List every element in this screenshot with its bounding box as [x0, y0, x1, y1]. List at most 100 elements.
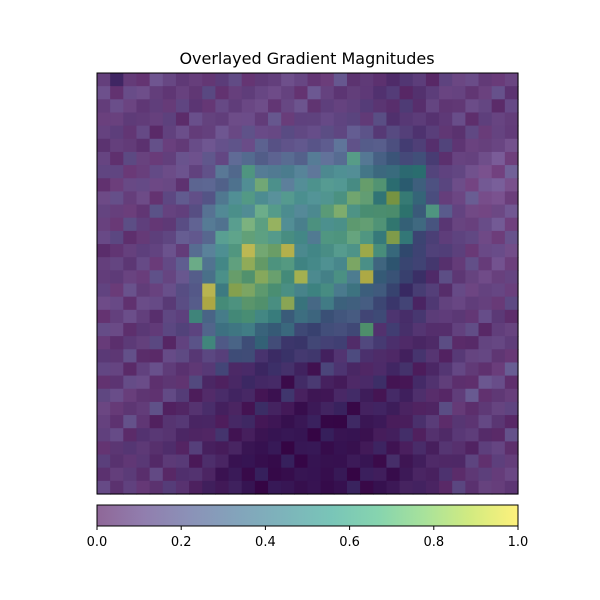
heatmap-cell — [162, 151, 177, 166]
heatmap-cell — [136, 336, 151, 350]
heatmap-cell — [162, 362, 177, 377]
heatmap-cell — [333, 138, 348, 153]
heatmap-cell — [425, 480, 440, 495]
heatmap-cell — [97, 283, 111, 298]
heatmap-cell — [360, 415, 374, 429]
heatmap-cell — [504, 467, 519, 482]
heatmap-cell — [254, 467, 269, 482]
heatmap-cell — [189, 138, 203, 153]
heatmap-cell — [162, 388, 177, 403]
heatmap-cell — [465, 467, 480, 482]
heatmap-cell — [149, 191, 164, 206]
heatmap-cell — [307, 296, 322, 311]
heatmap-cell — [373, 401, 388, 416]
heatmap-cell — [241, 217, 256, 232]
heatmap-cell — [504, 283, 519, 298]
heatmap-cell — [215, 151, 230, 166]
heatmap-cell — [175, 388, 190, 403]
heatmap-cell — [97, 322, 111, 337]
heatmap-cell — [136, 257, 151, 271]
heatmap-cell — [254, 270, 269, 285]
heatmap-cell — [110, 151, 124, 166]
heatmap-cell — [399, 257, 414, 271]
heatmap-cell — [149, 165, 164, 179]
heatmap-cell — [425, 138, 440, 153]
heatmap-cell — [189, 309, 203, 324]
heatmap-cell — [425, 336, 440, 350]
heatmap-cell — [412, 480, 427, 495]
heatmap-cell — [254, 204, 269, 219]
heatmap-cell — [136, 480, 151, 495]
heatmap-cell — [399, 401, 414, 416]
heatmap-cell — [215, 441, 230, 456]
heatmap-cell — [97, 336, 111, 350]
heatmap-cell — [254, 336, 269, 350]
heatmap-cell — [110, 296, 124, 311]
heatmap-cell — [491, 191, 506, 206]
heatmap-cell — [149, 467, 164, 482]
heatmap-cell — [162, 322, 177, 337]
heatmap-cell — [478, 388, 493, 403]
heatmap-cell — [268, 322, 282, 337]
heatmap-cell — [373, 296, 388, 311]
heatmap-cell — [360, 454, 374, 469]
heatmap-cell — [254, 362, 269, 377]
heatmap-cell — [202, 230, 217, 245]
heatmap-cell — [97, 151, 111, 166]
heatmap-cell — [504, 165, 519, 179]
heatmap-cell — [294, 191, 309, 206]
heatmap-cell — [491, 217, 506, 232]
heatmap-cell — [346, 204, 361, 219]
heatmap-cell — [386, 178, 401, 193]
heatmap-cell — [241, 296, 256, 311]
heatmap-cell — [294, 401, 309, 416]
heatmap-cell — [346, 283, 361, 298]
heatmap-cell — [399, 362, 414, 377]
heatmap-cell — [478, 244, 493, 258]
colorbar: 0.0 0.2 0.4 0.6 0.8 1.0 — [87, 504, 528, 550]
heatmap-cell — [346, 244, 361, 258]
heatmap-cell — [149, 112, 164, 127]
heatmap-cell — [228, 257, 243, 271]
heatmap-cell — [136, 230, 151, 245]
heatmap-cell — [425, 349, 440, 364]
heatmap-cell — [189, 322, 203, 337]
heatmap-cell — [175, 362, 190, 377]
heatmap-cell — [254, 441, 269, 456]
heatmap-cell — [268, 257, 282, 271]
heatmap-cell — [386, 270, 401, 285]
heatmap-cell — [110, 415, 124, 429]
heatmap-cell — [189, 112, 203, 127]
heatmap-cell — [373, 191, 388, 206]
heatmap-cell — [110, 230, 124, 245]
heatmap-cell — [281, 375, 295, 390]
heatmap-cell — [149, 454, 164, 469]
heatmap-cell — [491, 388, 506, 403]
heatmap-cell — [386, 401, 401, 416]
heatmap-cell — [333, 480, 348, 495]
heatmap-cell — [504, 244, 519, 258]
heatmap-cell — [465, 388, 480, 403]
heatmap-cell — [504, 73, 519, 87]
heatmap-cell — [373, 309, 388, 324]
heatmap-cell — [149, 362, 164, 377]
heatmap-cell — [399, 99, 414, 114]
heatmap-cell — [425, 191, 440, 206]
heatmap-cell — [307, 217, 322, 232]
heatmap-cell — [333, 309, 348, 324]
heatmap-cell — [268, 467, 282, 482]
heatmap-cell — [412, 401, 427, 416]
heatmap-cell — [241, 99, 256, 114]
heatmap-cell — [504, 191, 519, 206]
heatmap-cell — [110, 178, 124, 193]
heatmap-cell — [333, 204, 348, 219]
heatmap-cell — [110, 73, 124, 87]
heatmap-cell — [333, 336, 348, 350]
heatmap-cell — [307, 112, 322, 127]
heatmap-cell — [281, 165, 295, 179]
heatmap-cell — [202, 454, 217, 469]
heatmap-cell — [465, 204, 480, 219]
heatmap-cell — [320, 375, 335, 390]
heatmap-cell — [465, 296, 480, 311]
heatmap-cell — [123, 296, 138, 311]
